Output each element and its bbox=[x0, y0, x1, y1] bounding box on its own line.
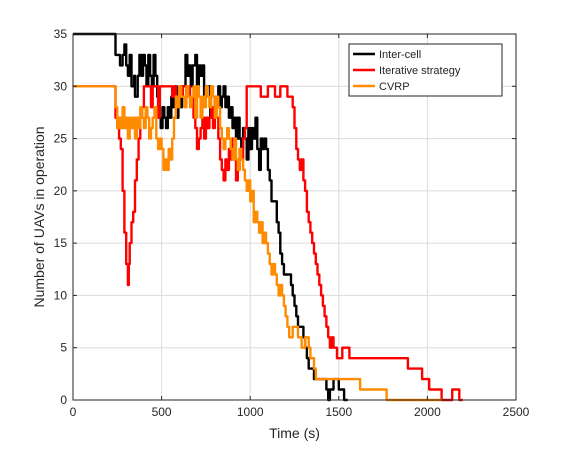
x-tick-label: 2500 bbox=[503, 405, 530, 419]
x-tick-label: 1500 bbox=[325, 405, 352, 419]
x-tick-label: 0 bbox=[70, 405, 77, 419]
y-tick-label: 35 bbox=[54, 27, 68, 41]
y-tick-label: 0 bbox=[60, 393, 67, 407]
y-axis-ticks: 0 5 10 15 20 25 30 35 bbox=[54, 27, 516, 407]
y-tick-label: 25 bbox=[54, 132, 68, 146]
legend-entry: CVRP bbox=[379, 81, 410, 93]
plot-frame bbox=[72, 33, 517, 401]
series-lines bbox=[73, 32, 463, 402]
y-tick-label: 10 bbox=[54, 288, 68, 302]
legend-entry: Inter-cell bbox=[379, 49, 421, 61]
x-tick-label: 500 bbox=[152, 405, 172, 419]
legend: Inter-cell Iterative strategy CVRP bbox=[348, 43, 503, 97]
series-line-inter-cell bbox=[73, 32, 348, 402]
legend-entry: Iterative strategy bbox=[379, 65, 461, 77]
x-tick-label: 1000 bbox=[237, 405, 264, 419]
y-tick-label: 5 bbox=[60, 341, 67, 355]
y-tick-label: 30 bbox=[54, 79, 68, 93]
x-axis-ticks: 0 500 1000 1500 2000 2500 bbox=[70, 34, 530, 419]
y-axis-label: Number of UAVs in operation bbox=[31, 126, 47, 307]
series-line-cvrp bbox=[73, 85, 442, 402]
x-tick-label: 2000 bbox=[414, 405, 441, 419]
y-tick-label: 15 bbox=[54, 236, 68, 250]
x-axis-label: Time (s) bbox=[269, 425, 320, 441]
y-tick-label: 20 bbox=[54, 184, 68, 198]
